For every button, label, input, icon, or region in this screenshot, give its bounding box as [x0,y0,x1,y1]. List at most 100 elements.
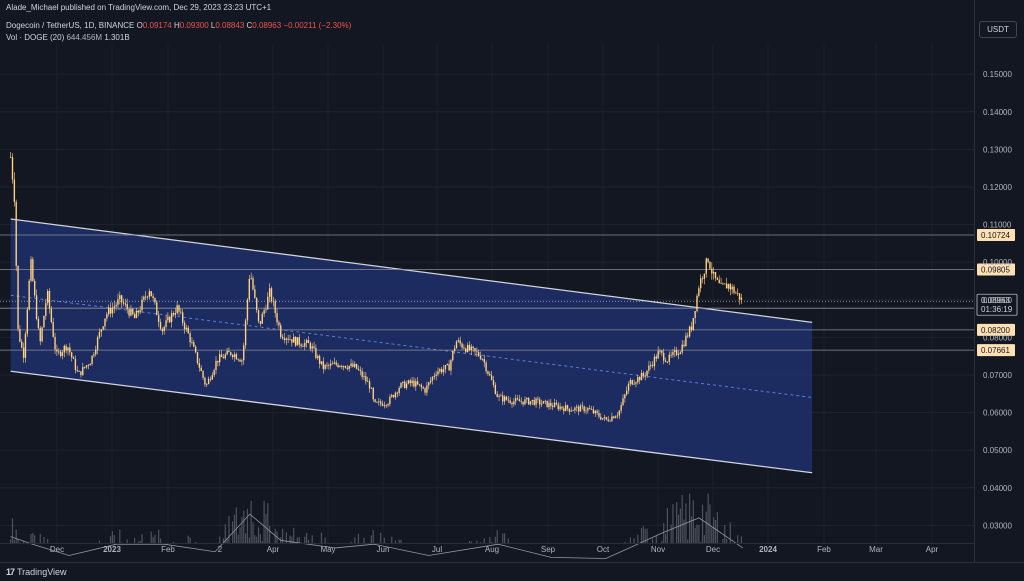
candle-body [220,354,223,358]
volume-bar [489,537,491,543]
candle-body [740,297,743,300]
candle-body [672,351,674,356]
candle-body [287,338,289,340]
volume-bar [672,504,674,543]
candle-body [379,401,382,404]
candle-body [109,307,112,314]
publisher-attribution: Alade_Michael published on TradingView.c… [6,3,272,12]
candle-body [224,354,226,359]
candle-body [21,341,23,348]
volume-bar [306,532,308,543]
candle-body [555,402,558,405]
candle-body [381,403,384,406]
candle-body [685,335,687,347]
time-tick-label: Apr [926,545,939,554]
level-label-bg [977,302,1015,315]
volume-bar [664,533,667,543]
time-tick-label: Dec [706,545,720,554]
candle-body [687,335,689,337]
candle-body [285,338,288,340]
volume-bar [152,537,154,543]
time-tick-label: Feb [161,545,175,554]
candle-body [200,367,202,372]
candle-body [178,305,180,312]
volume-bar [320,532,323,543]
candle-body [718,279,720,284]
volume-bar [189,537,191,543]
candle-body [383,405,386,406]
channel-mid-line[interactable] [10,294,813,399]
candle-body [339,365,341,367]
volume-legend[interactable]: Vol · DOGE (20) 644.456M 1.301B [6,33,130,42]
candle-body [661,350,663,353]
volume-bar [139,540,141,543]
candle-body [729,284,732,290]
candle-body [522,401,524,405]
tradingview-logo[interactable]: 17 TradingView [6,567,67,577]
candle-body [378,401,380,403]
candle-body [83,366,86,368]
candle-body [540,403,543,405]
candle-body [19,328,21,342]
volume-bar [159,538,162,543]
volume-bar [363,537,365,543]
candle-body [183,322,186,330]
currency-selector-button[interactable]: USDT [979,21,1017,38]
level-label-bg [977,228,1015,241]
volume-bar [235,507,237,543]
channel-upper-line[interactable] [10,218,813,324]
price-tick-label: 0.05000 [983,446,1012,455]
candle-body [428,382,430,386]
candle-body [281,336,284,339]
candle-body [237,359,239,360]
candle-body [217,360,219,363]
candle-body [159,321,162,329]
countdown-label: 01:36:19 [981,305,1013,314]
volume-bar [111,531,114,543]
volume-bar [685,503,687,543]
candle-body [120,295,123,303]
candle-body [524,399,526,405]
volume-bar [134,537,136,543]
candle-body [328,364,330,366]
candle-body [24,333,27,358]
candle-body [342,366,345,368]
volume-bar [400,539,402,543]
candle-body [496,394,498,397]
candle-body [483,359,485,363]
volume-bar [350,541,352,543]
volume-bar [241,516,243,543]
tradingview-logo-icon: 17 [6,567,15,577]
candle-body [365,376,367,382]
volume-bar [698,525,700,543]
volume-bar [285,532,287,543]
candle-body [58,351,60,353]
candle-body [111,307,114,314]
level-label-bg [977,263,1015,276]
candle-body [444,365,447,370]
volume-bar [233,514,236,543]
channel-lower-line[interactable] [10,370,813,474]
candle-body [664,360,667,362]
candle-body [363,376,365,377]
candle-body [204,377,206,385]
candle-body [374,399,376,402]
candle-body [209,378,212,380]
symbol-legend[interactable]: Dogecoin / TetherUS, 1D, BINANCE O0.0917… [6,21,351,30]
candle-body [119,295,121,300]
candle-body [157,315,160,322]
volume-bar [372,530,374,543]
volume-bar [34,535,36,543]
candle-body [154,298,156,303]
candle-body [712,272,715,274]
volume-bar [652,538,654,543]
candle-body [32,259,34,281]
volume-bar [383,537,385,543]
candle-body [520,401,522,403]
footer-bar: 17 TradingView [0,562,1024,581]
candle-body [261,313,263,324]
time-tick-label: Mar [869,545,883,554]
volume-bar [274,528,276,543]
volume-bar [243,510,245,543]
